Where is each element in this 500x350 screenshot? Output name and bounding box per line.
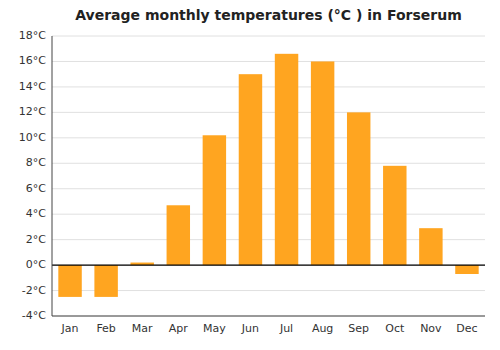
x-tick-label: Jun [241, 322, 259, 335]
y-tick-label: 12°C [19, 105, 46, 118]
y-axis-line [52, 36, 53, 316]
grid-line [52, 214, 485, 215]
grid-line [52, 163, 485, 164]
chart: -4°C -2°C 0°C 2°C 4°C 6°C 8°C 10°C 12°C 14°C 16°C 1… [0, 0, 500, 350]
x-tick-label: Jan [61, 322, 79, 335]
y-tick-label: 6°C [26, 182, 46, 195]
x-tick-label: May [203, 322, 226, 335]
grid [52, 36, 485, 316]
grid-line [52, 137, 485, 138]
y-tick-label: 2°C [26, 233, 46, 246]
baseline [52, 264, 485, 265]
bar [419, 228, 442, 265]
y-tick-label: 16°C [19, 54, 46, 67]
y-tick-labels: -4°C -2°C 0°C 2°C 4°C 6°C 8°C 10°C 12°C 14°C 16°C 1… [19, 29, 46, 322]
y-tick-label: -4°C [22, 309, 46, 322]
grid-line [52, 188, 485, 189]
bar [347, 112, 370, 265]
x-tick-label: Sep [348, 322, 369, 335]
bar [239, 74, 262, 265]
title: Average monthly temperatures (°C ) in Fo… [75, 7, 462, 23]
y-tick-label: 0°C [26, 258, 46, 271]
x-tick-label: Feb [96, 322, 115, 335]
bar [383, 166, 406, 265]
y-tick-label: 8°C [26, 156, 46, 169]
y-tick-label: 18°C [19, 29, 46, 42]
x-tick-label: Aug [312, 322, 333, 335]
grid-line [52, 265, 485, 266]
x-tick-label: Mar [132, 322, 153, 335]
x-tick-label: Oct [385, 322, 405, 335]
y-tick-label: 14°C [19, 80, 46, 93]
y-tick-label: 10°C [19, 131, 46, 144]
bar [455, 265, 478, 274]
grid-line [52, 112, 485, 113]
x-tick-label: Apr [169, 322, 189, 335]
bar [275, 54, 298, 265]
grid-line [52, 86, 485, 87]
x-tick-label: Jul [279, 322, 293, 335]
grid-line [52, 36, 485, 37]
bar [311, 61, 334, 265]
grid-line [52, 316, 485, 317]
grid-line [52, 61, 485, 62]
x-axis-line [52, 316, 485, 317]
bar [203, 135, 226, 265]
x-tick-labels: Jan Feb Mar Apr May Jun Jul Aug Sep Oct Nov Dec [61, 322, 478, 335]
bars [58, 54, 478, 297]
bar [94, 265, 117, 297]
bar [58, 265, 81, 297]
x-tick-label: Dec [456, 322, 477, 335]
y-tick-label: 4°C [26, 207, 46, 220]
bar [167, 205, 190, 265]
y-tick-label: -2°C [22, 284, 46, 297]
x-tick-label: Nov [420, 322, 442, 335]
